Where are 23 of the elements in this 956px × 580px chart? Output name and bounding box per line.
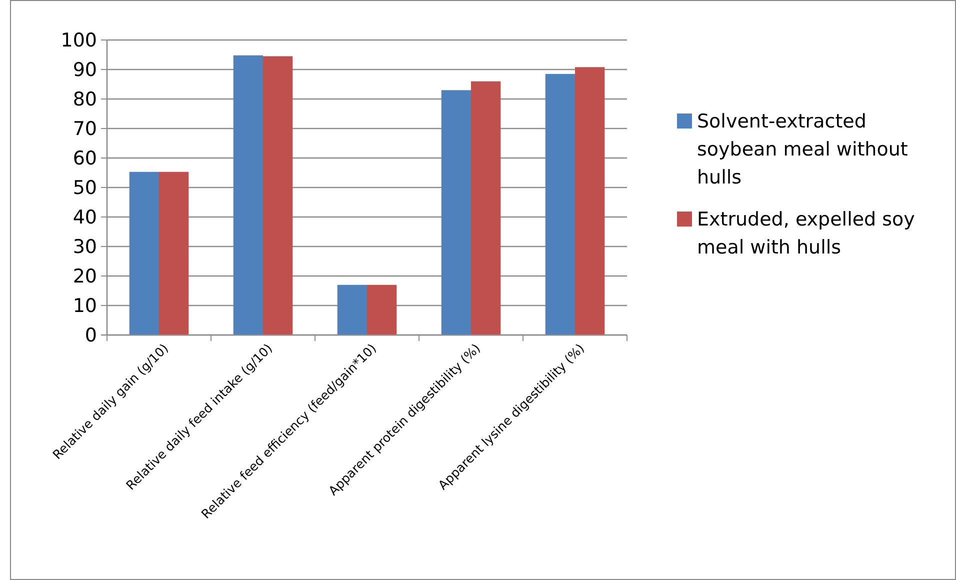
y-tick-label: 20 [72,266,97,288]
bar [367,284,397,335]
bar [159,172,189,335]
y-tick-label: 30 [72,236,97,258]
y-tick-label: 60 [72,148,97,170]
bar [129,172,159,335]
bar [263,56,293,335]
y-tick-label: 90 [72,59,97,82]
y-tick-label: 50 [72,177,97,200]
bar [233,55,263,335]
y-tick-label: 40 [72,206,97,229]
bar [471,81,501,335]
legend-label: Extruded, expelled soy meal with hulls [697,208,915,258]
bar [575,67,605,335]
y-tick-label: 10 [72,295,97,318]
bar [337,284,367,335]
y-tick-label: 100 [60,30,97,52]
y-tick-label: 80 [72,88,97,111]
bar [545,74,575,335]
y-tick-label: 70 [72,118,97,140]
bar [441,90,471,335]
legend-label: Solvent-extracted soybean meal without hulls [697,110,908,188]
y-tick-label: 0 [84,324,97,347]
